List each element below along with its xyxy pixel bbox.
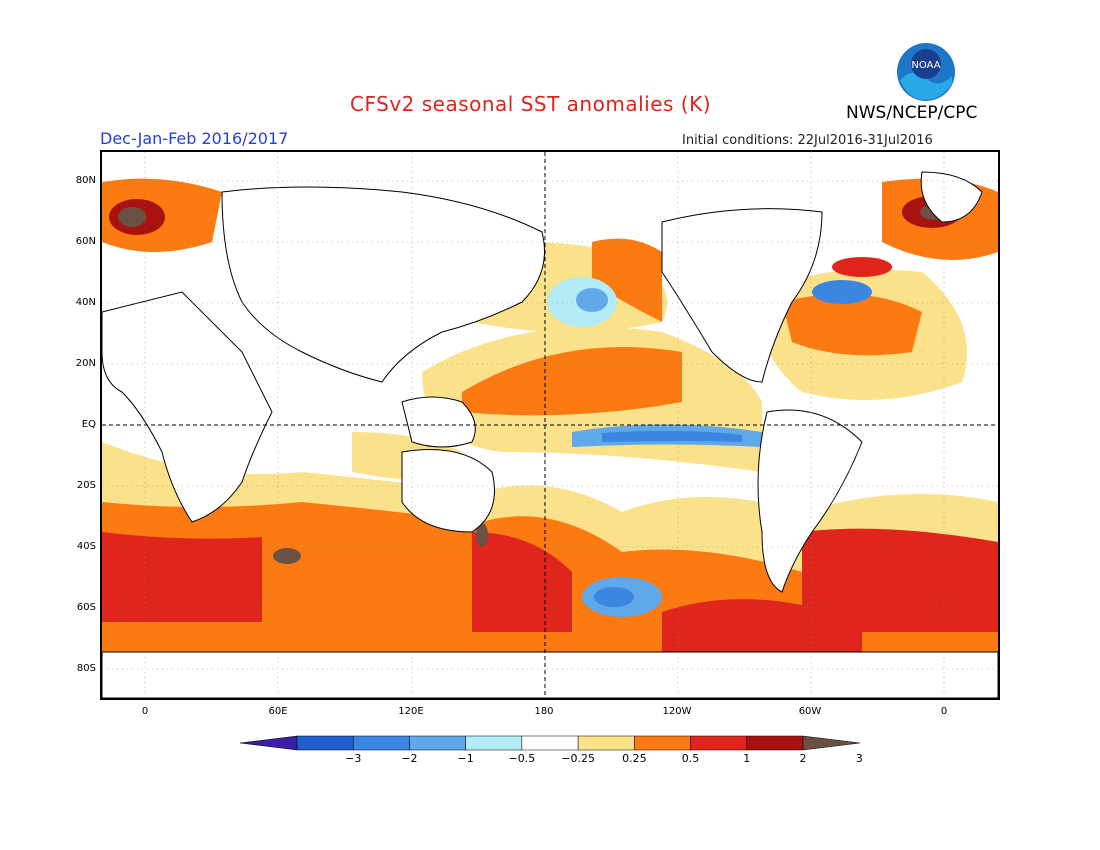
lon-label: 60E [268, 706, 288, 717]
colorbar-swatch [577, 735, 635, 751]
lat-label: 80N [75, 175, 96, 186]
lon-label: 60W [798, 706, 822, 717]
colorbar-high-arrow [802, 735, 860, 751]
initial-conditions-label: Initial conditions: 22Jul2016-31Jul2016 [682, 133, 933, 148]
colorbar-label: 1 [743, 752, 751, 765]
colorbar-swatch [465, 735, 523, 751]
colorbar-label: 3 [855, 752, 863, 765]
colorbar-swatch [352, 735, 410, 751]
lon-label: 120E [398, 706, 424, 717]
colorbar-swatch [521, 735, 579, 751]
lon-label: 120W [662, 706, 692, 717]
lon-label: 0 [141, 706, 149, 717]
lat-label: 40S [76, 541, 96, 552]
lat-label: 60S [76, 602, 96, 613]
colorbar-low-arrow [240, 735, 298, 751]
season-label: Dec-Jan-Feb 2016/2017 [100, 129, 289, 148]
colorbar-swatch [296, 735, 354, 751]
colorbar-swatch [409, 735, 466, 751]
lat-label: EQ [81, 419, 96, 430]
lon-label: 0 [940, 706, 948, 717]
sst-anomaly-map [100, 150, 1000, 700]
agency-label: NWS/NCEP/CPC [846, 103, 978, 123]
lat-label: 80S [76, 663, 96, 674]
colorbar-swatch [634, 735, 691, 751]
lat-label: 60N [75, 236, 96, 247]
lon-label: 180 [534, 706, 554, 717]
colorbar-label: 2 [799, 752, 807, 765]
colorbar-label: −0.5 [508, 752, 536, 765]
colorbar [240, 735, 860, 751]
colorbar-label: −2 [401, 752, 418, 765]
colorbar-label: −1 [457, 752, 474, 765]
colorbar-label: −0.25 [561, 752, 595, 765]
lat-label: 20S [76, 480, 96, 491]
colorbar-swatch [746, 735, 804, 751]
logo-text: NOAA [911, 60, 940, 71]
colorbar-label: −3 [345, 752, 362, 765]
colorbar-label: 0.25 [622, 752, 647, 765]
chart-title: CFSv2 seasonal SST anomalies (K) [350, 92, 711, 116]
lat-label: 40N [75, 297, 96, 308]
lat-label: 20N [75, 358, 96, 369]
colorbar-swatch [690, 735, 748, 751]
colorbar-label: 0.5 [681, 752, 700, 765]
noaa-logo: NOAA [896, 42, 956, 102]
